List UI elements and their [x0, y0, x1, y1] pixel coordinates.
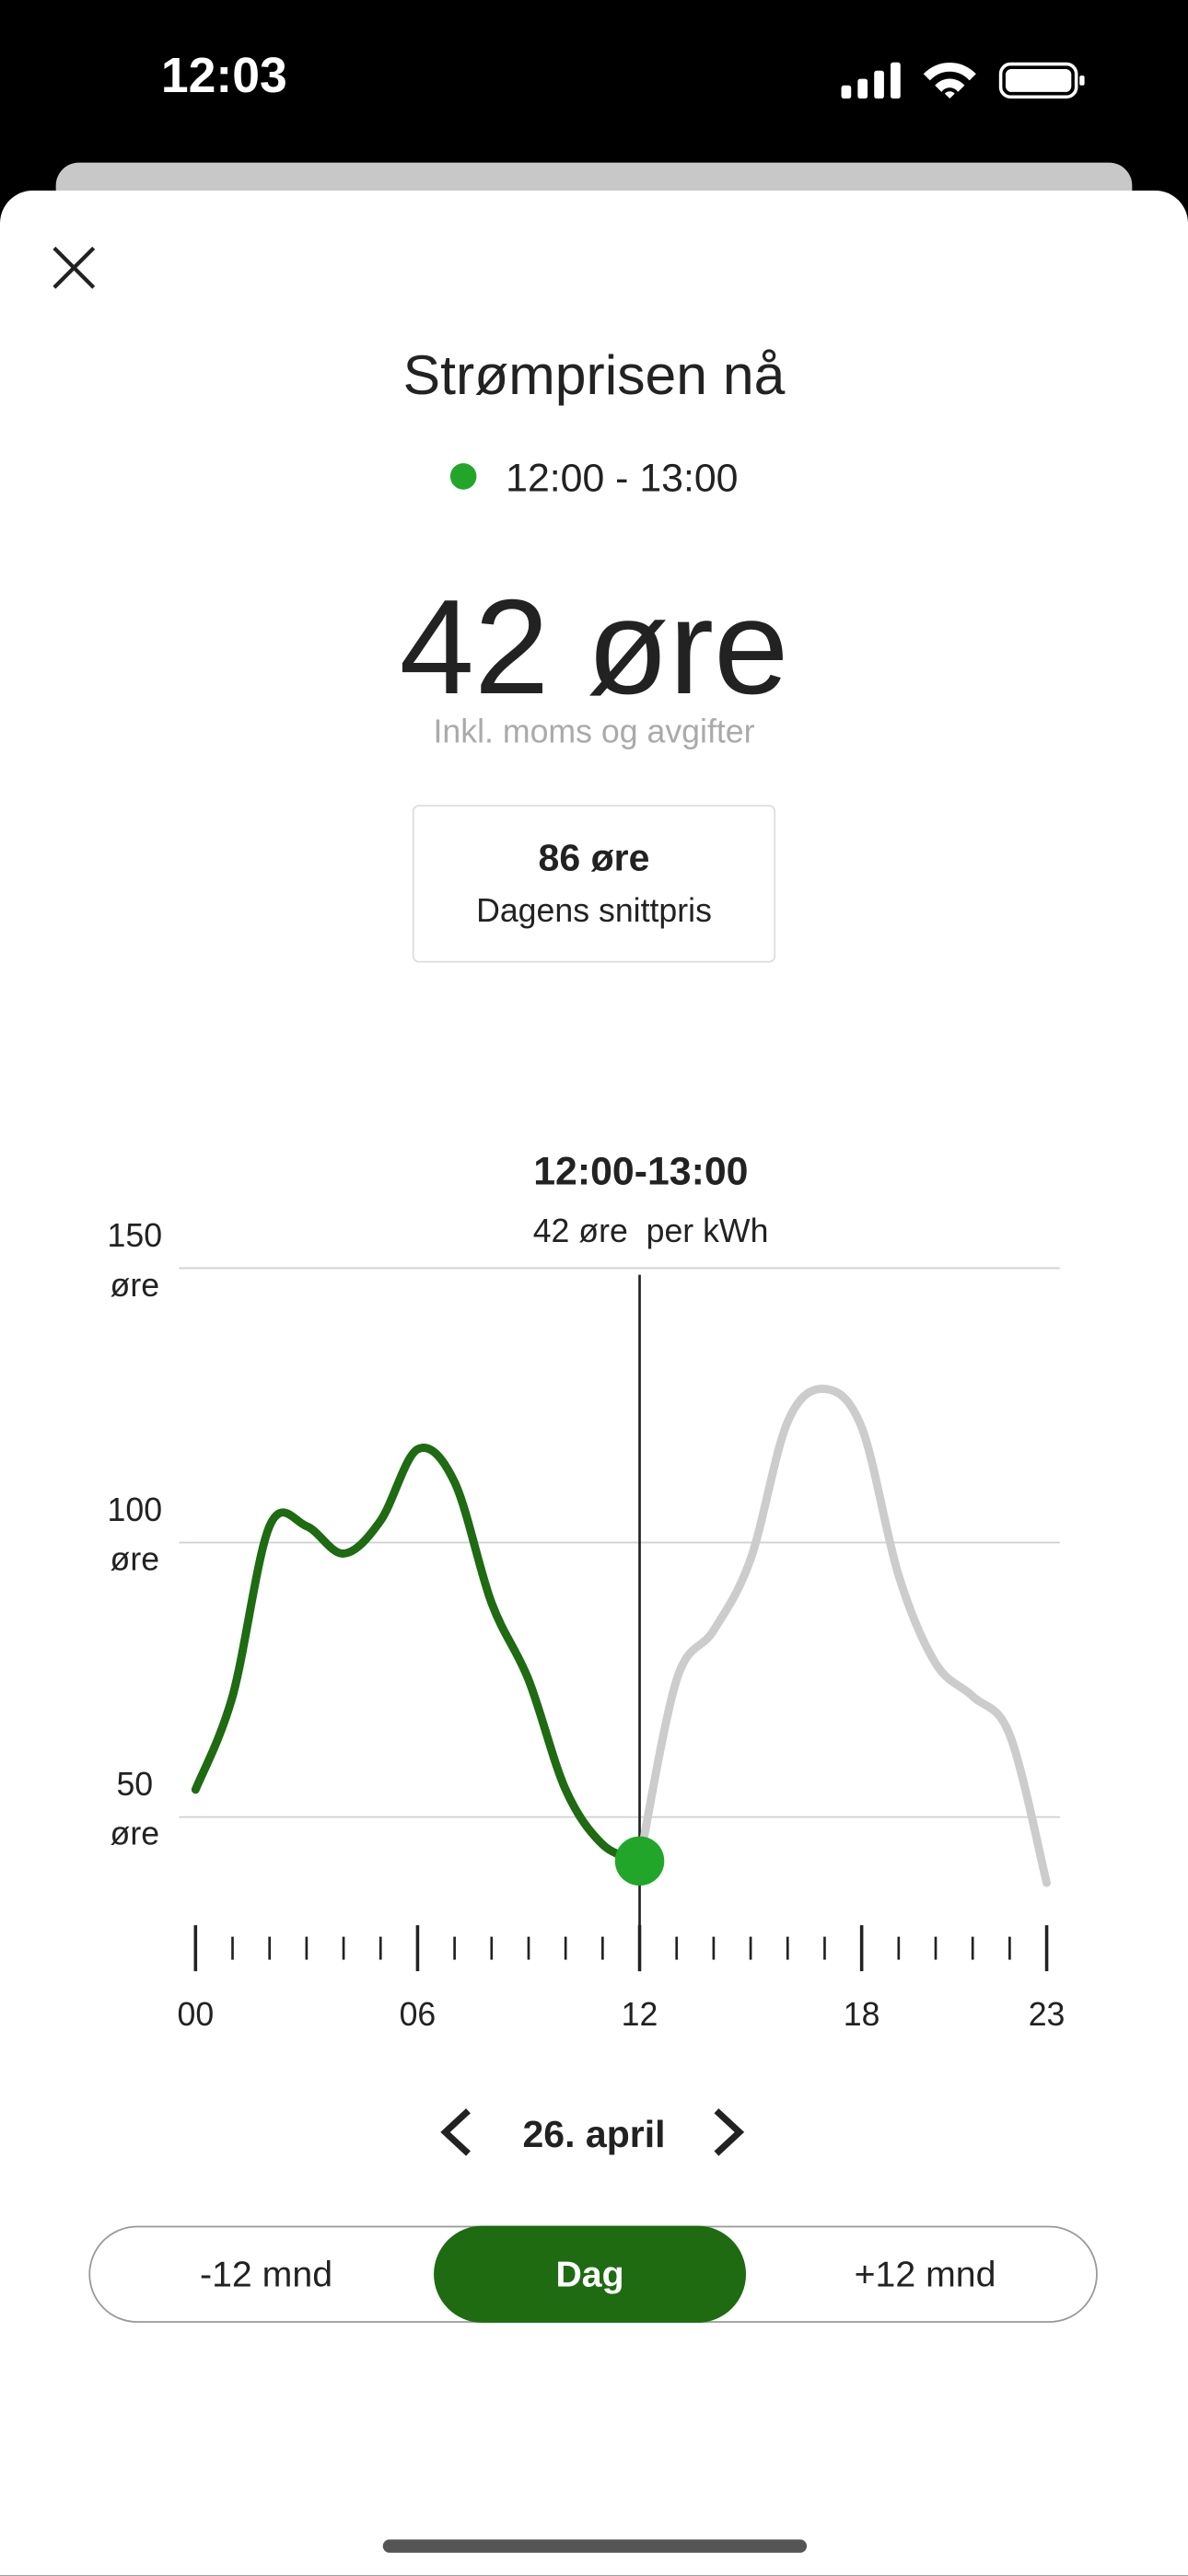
status-time: 12:03 [160, 49, 287, 104]
y-tick-label: 100 øre [107, 1493, 163, 1579]
current-marker [614, 1836, 665, 1886]
segment[interactable]: +12 mnd [854, 2253, 996, 2295]
tooltip-title: 12:00-13:00 [533, 1149, 748, 1193]
future-line [635, 1385, 1052, 1887]
y-tick-label: 150 øre [107, 1218, 163, 1305]
segmented-control: -12 mnd Dag +12 mnd [88, 2225, 1098, 2323]
title: Strømprisen nå [402, 344, 786, 408]
x-tick-label: 23 [1028, 1997, 1066, 2034]
average-box: 86 øre Dagens snittpris [412, 805, 776, 963]
average-label: Dagens snittpris [476, 893, 712, 930]
average-price: 86 øre [538, 836, 650, 879]
home-indicator [382, 2539, 808, 2553]
price-note: Inkl. moms og avgifter [433, 714, 755, 751]
prev-button[interactable] [436, 2106, 478, 2158]
y-tick-label: 50 øre [110, 1768, 160, 1853]
x-tick-label: 00 [177, 1997, 215, 2034]
price: 42 øre [399, 573, 789, 724]
past-line [191, 1444, 644, 1865]
segment[interactable]: -12 mnd [200, 2253, 333, 2295]
next-button[interactable] [706, 2106, 749, 2158]
date: 26. april [522, 2112, 666, 2155]
x-tick-label: 12 [621, 1997, 658, 2034]
close-button[interactable] [50, 243, 99, 293]
tooltip-text: 42 øre per kWh [533, 1213, 769, 1249]
period-text: 12:00 - 13:00 [506, 457, 739, 502]
period: 12:00 - 13:00 [0, 457, 1188, 503]
x-tick-label: 18 [843, 1997, 880, 2034]
status-icons [841, 62, 1085, 99]
segment[interactable]: Dag [434, 2225, 747, 2323]
sheet [0, 190, 1188, 2576]
live-dot [449, 463, 477, 490]
x-tick-label: 06 [399, 1997, 437, 2034]
